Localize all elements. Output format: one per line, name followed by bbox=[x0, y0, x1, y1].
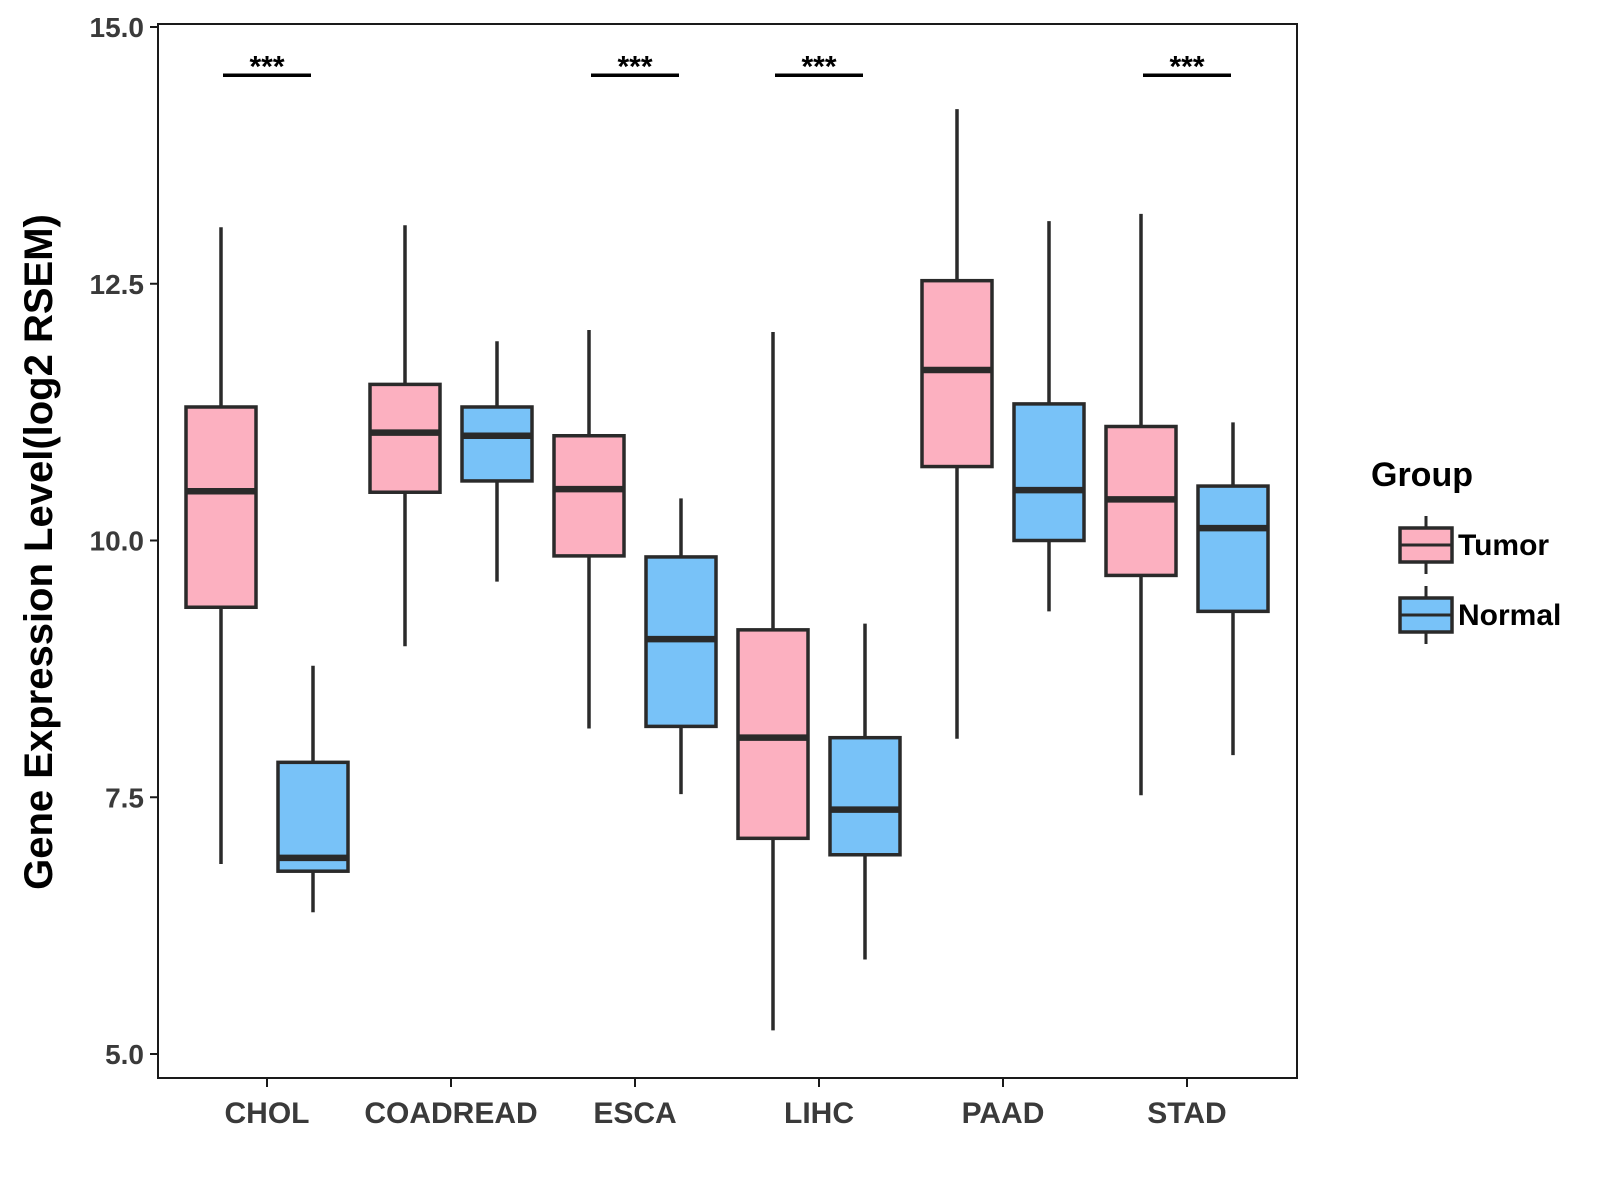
box-normal-lihc bbox=[828, 623, 902, 960]
significance-label: *** bbox=[801, 50, 836, 83]
significance-label: *** bbox=[249, 50, 284, 83]
box-body bbox=[368, 382, 442, 494]
box-body bbox=[828, 735, 902, 857]
box-tumor-paad bbox=[920, 109, 994, 739]
legend-title: Group bbox=[1371, 456, 1473, 494]
box-tumor-esca bbox=[552, 329, 626, 729]
significance-chol: *** bbox=[223, 50, 311, 83]
box-body bbox=[920, 278, 994, 469]
x-tick-label: COADREAD bbox=[364, 1097, 537, 1130]
box-tumor-stad bbox=[1104, 213, 1178, 796]
box-normal-chol bbox=[276, 665, 350, 913]
box-body bbox=[276, 760, 350, 873]
box-normal-stad bbox=[1196, 422, 1270, 756]
legend-key-normal: Normal bbox=[1398, 586, 1561, 644]
box-body bbox=[1012, 402, 1086, 543]
y-tick-label: 7.5 bbox=[105, 782, 144, 813]
significance-label: *** bbox=[617, 50, 652, 83]
legend-label: Tumor bbox=[1458, 529, 1549, 562]
box-tumor-coadread bbox=[368, 225, 442, 647]
x-tick-label: CHOL bbox=[225, 1097, 310, 1130]
x-tick-label: STAD bbox=[1147, 1097, 1226, 1130]
y-tick-label: 12.5 bbox=[90, 269, 145, 300]
legend: Group Tumor Normal bbox=[1371, 456, 1561, 644]
significance-esca: *** bbox=[591, 50, 679, 83]
box-body bbox=[552, 433, 626, 558]
box-tumor-chol bbox=[184, 227, 258, 865]
legend-key-tumor: Tumor bbox=[1398, 516, 1549, 574]
box-normal-esca bbox=[644, 498, 718, 795]
significance-stad: *** bbox=[1143, 50, 1231, 83]
y-axis-title: Gene Expression Level(log2 RSEM) bbox=[17, 214, 61, 890]
y-tick-label: 15.0 bbox=[90, 12, 145, 43]
x-tick-label: LIHC bbox=[784, 1097, 854, 1130]
box-body bbox=[184, 405, 258, 610]
y-tick-label: 10.0 bbox=[90, 526, 145, 557]
y-tick-label: 5.0 bbox=[105, 1039, 144, 1070]
box-normal-paad bbox=[1012, 221, 1086, 612]
box-body bbox=[1196, 484, 1270, 614]
plot-area: 5.0 7.5 10.0 12.5 15.0 CHOL COADREAD ESCA LIHC PA… bbox=[90, 12, 1298, 1130]
x-tick-label: ESCA bbox=[593, 1097, 676, 1130]
box-body bbox=[736, 628, 810, 841]
significance-label: *** bbox=[1169, 50, 1204, 83]
x-tick-label: PAAD bbox=[962, 1097, 1045, 1130]
box-tumor-lihc bbox=[736, 332, 810, 1031]
legend-label: Normal bbox=[1458, 599, 1561, 632]
box-normal-coadread bbox=[460, 341, 534, 582]
box-body bbox=[460, 405, 534, 483]
significance-lihc: *** bbox=[775, 50, 863, 83]
panel-border bbox=[157, 23, 1298, 1079]
